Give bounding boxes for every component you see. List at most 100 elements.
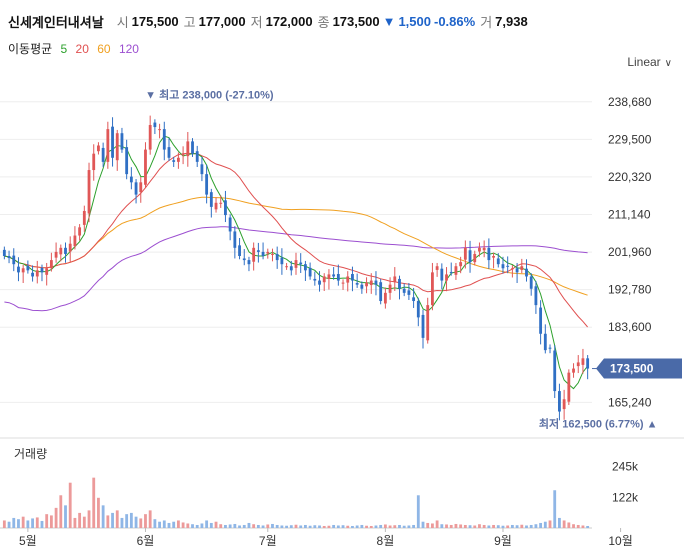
candle: [332, 267, 336, 280]
candle: [7, 250, 11, 264]
candle-body: [454, 266, 458, 275]
volume-bar: [365, 525, 368, 528]
candle: [209, 188, 213, 218]
volume-bar: [369, 525, 373, 528]
candle: [365, 277, 368, 294]
volume-bar: [148, 510, 152, 528]
volume-bar: [553, 490, 557, 528]
candle-body: [186, 141, 190, 157]
candle: [153, 119, 157, 135]
close-label: 종: [317, 14, 330, 30]
candle-body: [435, 266, 439, 270]
candle: [285, 262, 289, 270]
volume-bar: [252, 524, 256, 528]
candle-body: [468, 250, 472, 263]
volume-bar: [285, 525, 289, 528]
candle-body: [59, 247, 63, 255]
candle: [191, 138, 194, 157]
candle: [238, 237, 241, 260]
candle: [327, 269, 331, 290]
candle-body: [228, 217, 232, 232]
volume-value: 7,938: [495, 13, 528, 29]
candle: [501, 256, 505, 274]
candle-body: [167, 147, 171, 158]
close-value: 173,500: [332, 13, 380, 29]
candle-body: [393, 276, 397, 283]
candle: [435, 262, 439, 277]
candle-body: [45, 268, 49, 275]
volume-bar: [388, 525, 392, 528]
candle: [303, 260, 307, 281]
volume-bar: [355, 525, 359, 528]
volume-bars: [2, 477, 590, 528]
volume-bar: [482, 524, 486, 528]
volume-bar: [92, 477, 96, 528]
candle-body: [275, 253, 279, 261]
candle: [242, 249, 246, 266]
candle-body: [205, 174, 209, 195]
candle-body: [256, 250, 260, 252]
candle-body: [449, 271, 453, 273]
volume-bar: [336, 525, 340, 528]
volume-bar: [49, 515, 53, 528]
candle: [313, 271, 317, 286]
scale-label: Linear: [627, 55, 661, 69]
candle-body: [158, 129, 161, 131]
volume-bar: [506, 525, 510, 528]
candle-body: [21, 268, 25, 273]
volume-bar: [106, 515, 110, 528]
volume-bar: [2, 520, 6, 528]
candle-body: [106, 129, 110, 162]
candle-body: [431, 272, 434, 306]
time-axis: 5월 6월 7월 8월 9월 10월: [19, 528, 633, 548]
candle-body: [336, 274, 340, 281]
candle-body: [280, 257, 284, 265]
candle: [73, 226, 77, 250]
candle: [139, 177, 143, 203]
candle-body: [572, 368, 575, 373]
stock-name: 신세계인터내셔날: [8, 14, 104, 30]
candle-body: [534, 286, 538, 306]
candle: [205, 164, 209, 204]
candle: [299, 253, 303, 273]
volume-bar: [186, 523, 190, 528]
candle-body: [12, 255, 16, 265]
candle: [369, 273, 373, 294]
volume-bar: [322, 525, 326, 528]
volume-bar: [515, 525, 519, 528]
candle: [515, 262, 519, 284]
candle-body: [92, 153, 96, 171]
volume-bar: [261, 525, 265, 528]
volume-bar: [17, 519, 20, 528]
candle-body: [87, 170, 91, 214]
candle-body: [562, 399, 566, 410]
volume-bar: [158, 521, 161, 528]
volume-tick-label: 122k: [612, 490, 639, 504]
candle: [97, 142, 100, 155]
candle: [40, 264, 44, 282]
volume-bar: [59, 495, 63, 528]
candle: [412, 287, 416, 308]
volume-bar: [162, 520, 166, 528]
candle: [31, 265, 34, 282]
low-annotation: 최저 162,500 (6.77%) ▲: [539, 417, 658, 431]
candle-body: [407, 290, 411, 295]
price-axis: 238,680 229,500 220,320 211,140 201,960 192,7…: [592, 95, 682, 409]
price-tick-label: 229,500: [608, 132, 652, 146]
volume-bar: [289, 525, 293, 528]
candle: [92, 144, 96, 181]
candle: [172, 156, 176, 167]
price-tick-label: 183,600: [608, 320, 652, 334]
candle-body: [510, 268, 514, 270]
candle: [21, 265, 25, 284]
candle: [162, 121, 166, 161]
volume-bar: [111, 512, 114, 528]
candle: [2, 246, 6, 260]
scale-dropdown[interactable]: Linear ∨: [627, 55, 672, 69]
volume-bar: [139, 518, 143, 528]
volume-bar: [468, 525, 472, 528]
candle: [440, 263, 444, 290]
time-tick-label: 8월: [377, 534, 395, 548]
candle-body: [115, 133, 119, 161]
